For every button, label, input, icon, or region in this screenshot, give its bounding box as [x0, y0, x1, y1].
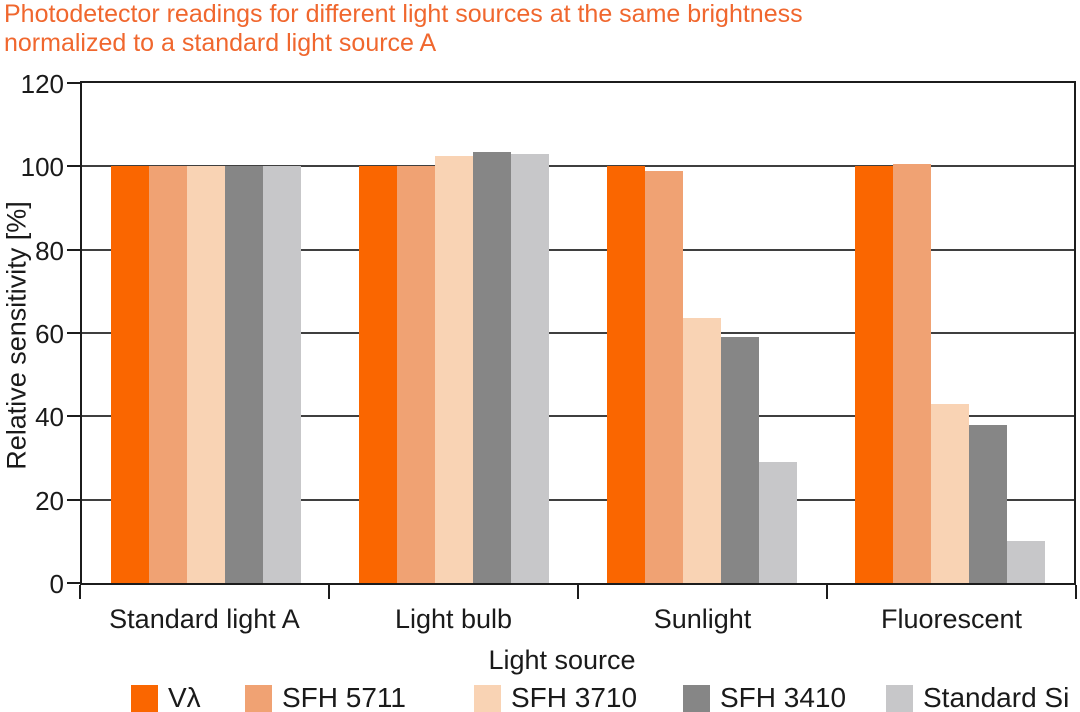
legend-item-sfh-3710: SFH 3710	[474, 682, 638, 712]
x-axis-tick-3	[826, 585, 828, 599]
y-tick-label-120: 120	[20, 69, 64, 99]
y-tick-label-20: 20	[35, 485, 64, 516]
chart-title: Photodetector readings for different lig…	[4, 0, 803, 57]
legend-label: SFH 3410	[720, 682, 847, 712]
bar-sfh-3410-standard-light-a	[225, 166, 263, 583]
bar-sfh-3710-light-bulb	[435, 155, 473, 583]
bar-standard-si-fluorescent	[1007, 541, 1045, 583]
legend-label: Vλ	[168, 682, 201, 712]
legend-swatch-icon	[683, 684, 710, 712]
y-axis-tick-0	[67, 582, 80, 584]
bar-standard-si-standard-light-a	[263, 166, 301, 583]
y-tick-label-0: 0	[49, 569, 64, 599]
bar-sfh-3710-sunlight	[683, 318, 721, 583]
legend-swatch-icon	[245, 684, 272, 712]
legend-item-vλ: Vλ	[131, 682, 201, 712]
x-axis-tick-2	[577, 585, 579, 599]
y-tick-label-100: 100	[20, 152, 64, 183]
y-tick-label-40: 40	[35, 402, 64, 433]
bar-sfh-5711-sunlight	[645, 170, 683, 583]
legend-label: SFH 3710	[511, 682, 638, 712]
x-category-label-fluorescent: Fluorescent	[880, 604, 1023, 634]
y-axis-tick-120	[67, 82, 80, 84]
x-axis-tick-4	[1075, 585, 1077, 599]
gridline-60	[82, 332, 1074, 334]
x-axis-title: Light source	[488, 645, 636, 675]
bar-sfh-5711-fluorescent	[893, 164, 931, 583]
x-category-label-standard-light-a: Standard light A	[109, 604, 300, 634]
y-axis-tick-100	[67, 165, 80, 168]
y-axis-tick-40	[67, 415, 80, 418]
y-tick-label-80: 80	[35, 235, 64, 266]
bar-sfh-5711-light-bulb	[397, 166, 435, 583]
legend-swatch-icon	[474, 684, 501, 712]
legend-label: SFH 5711	[282, 682, 406, 712]
bar-vλ-standard-light-a	[111, 166, 149, 583]
bar-sfh-5711-standard-light-a	[149, 166, 187, 583]
gridline-80	[82, 248, 1074, 251]
bar-sfh-3410-sunlight	[721, 337, 759, 583]
bar-standard-si-sunlight	[759, 462, 797, 583]
gridline-20	[82, 498, 1074, 501]
bar-sfh-3710-standard-light-a	[187, 166, 225, 583]
bar-sfh-3710-fluorescent	[931, 403, 969, 583]
legend-item-sfh-3410: SFH 3410	[683, 682, 847, 712]
x-axis-tick-0	[79, 585, 81, 599]
y-axis-tick-20	[67, 498, 80, 501]
bar-sfh-3410-light-bulb	[473, 151, 511, 583]
gridline-100	[82, 165, 1074, 168]
y-axis-tick-60	[67, 332, 80, 334]
plot-area	[80, 81, 1076, 585]
legend-label: Standard Si	[923, 682, 1070, 712]
legend-swatch-icon	[886, 684, 913, 712]
legend-item-standard-si: Standard Si	[886, 682, 1070, 712]
bar-standard-si-light-bulb	[511, 153, 549, 583]
gridline-40	[82, 415, 1074, 418]
bar-sfh-3410-fluorescent	[969, 424, 1007, 583]
x-axis-tick-1	[328, 585, 330, 599]
legend-swatch-icon	[131, 684, 158, 712]
x-category-label-light-bulb: Light bulb	[394, 604, 513, 634]
bar-vλ-fluorescent	[855, 166, 893, 583]
y-tick-label-60: 60	[35, 319, 64, 349]
bar-vλ-light-bulb	[359, 166, 397, 583]
x-category-label-sunlight: Sunlight	[653, 604, 752, 634]
y-axis-tick-80	[67, 248, 80, 251]
bar-vλ-sunlight	[607, 166, 645, 583]
legend-item-sfh-5711: SFH 5711	[245, 682, 406, 712]
